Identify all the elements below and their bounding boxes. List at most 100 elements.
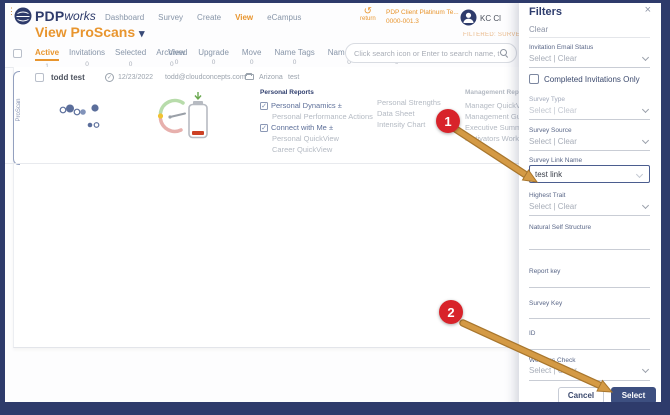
filters-panel: Filters × Clear Invitation Email Status … [519,0,661,415]
report-personal-performance-actions[interactable]: Personal Performance Actions [272,112,373,121]
search-icon[interactable] [500,49,508,57]
nav-dashboard[interactable]: Dashboard [105,13,145,22]
highest-trait-select[interactable]: Select | Clear [529,201,650,211]
row-checkbox[interactable] [35,73,44,82]
tab-active[interactable]: Active 1 [35,48,60,70]
id-label: ID [529,330,536,337]
logo-text-pdp: PDP [35,8,65,24]
survey-link-name-label: Survey Link Name [529,157,583,164]
user-name[interactable]: KC Cl [480,14,501,23]
divider [529,67,650,68]
survey-key-input[interactable] [529,318,650,319]
survey-source-label: Survey Source [529,127,572,134]
tab-archived[interactable]: Archived 0 [156,48,188,68]
nav-ecampus[interactable]: eCampus [267,13,302,22]
report-personal-strengths[interactable]: Personal Strengths [377,98,441,107]
select-all-checkbox[interactable] [13,49,22,58]
row-type-label: ProScan [16,98,22,122]
divider [529,380,650,381]
list-tabs: Active 1 Invitations 0 Selected 0 Archiv… [35,48,187,70]
invitation-email-status-label: Invitation Email Status [529,44,594,51]
report-motivators-worksheet[interactable]: Motivators Works [465,134,523,143]
toolbar-upgrade[interactable]: Upgrade 0 [198,48,229,66]
wellness-check-select[interactable]: Select | Clear [529,365,650,375]
checkbox-checked-icon: ✓ [260,101,268,110]
nav-create[interactable]: Create [197,13,222,22]
divider [529,119,650,120]
report-management-guide[interactable]: Management Guid [465,112,527,121]
report-intensity-chart[interactable]: Intensity Chart [377,120,426,129]
energy-gauge-icon [157,98,186,134]
person-icon [460,9,477,26]
tab-invitations[interactable]: Invitations 0 [69,48,106,68]
row-name[interactable]: todd test [51,73,85,82]
survey-link-name-value: test link [535,169,563,179]
page-title-dropdown[interactable]: View ProScans ▾ [35,24,145,40]
report-personal-dynamics[interactable]: ✓ Personal Dynamics ± [260,101,342,110]
natural-self-structure-input[interactable] [529,249,650,250]
folder-icon [245,72,254,80]
filtered-status-text: FILTERED: SURVE [463,32,520,38]
chevron-down-icon [641,136,650,145]
trait-dots-icon [59,104,100,128]
divider [529,37,650,38]
chevron-down-icon: ▾ [139,28,145,40]
management-reports-title: Management Reports [465,89,527,96]
tab-selected-count: 0 [128,61,133,68]
misc-reports-column: Personal Strengths Data Sheet Intensity … [377,97,441,130]
row-tag: test [288,74,300,81]
report-key-label: Report key [529,268,561,275]
survey-key-label: Survey Key [529,300,563,307]
close-icon[interactable]: × [644,4,651,16]
row-location: Arizona [259,74,283,81]
id-input[interactable] [529,349,650,350]
survey-type-select[interactable]: Select | Clear [529,105,650,115]
chevron-down-icon [635,170,644,178]
highest-trait-label: Highest Trait [529,192,566,199]
page-title: View ProScans [35,24,136,40]
toolbar-name-tags[interactable]: Name Tags 0 [274,48,315,66]
checkbox-icon [529,74,539,84]
pdpworks-logo[interactable]: PDP works [14,7,96,25]
wellness-check-label: Wellness Check [529,357,576,364]
tab-archived-count: 0 [169,61,174,68]
clear-filters-link[interactable]: Clear [529,25,549,34]
cancel-button[interactable]: Cancel [558,387,604,404]
survey-link-name-select[interactable]: test link [529,165,650,183]
report-career-quickview[interactable]: Career QuickView [272,145,333,154]
report-connect-with-me[interactable]: ✓ Connect with Me ± [260,123,334,132]
return-control[interactable]: ↺ return [360,6,376,23]
natural-self-structure-label: Natural Self Structure [529,224,592,231]
toolbar-view[interactable]: View 0 [168,48,186,66]
client-name: PDP Client Platinum Te... [386,9,459,16]
report-executive-summary[interactable]: Executive Summa [465,123,526,132]
toolbar-move[interactable]: Move 0 [241,48,262,66]
user-avatar[interactable] [460,9,477,31]
chevron-down-icon [641,365,650,374]
completed-invitations-only-checkbox[interactable]: Completed Invitations Only [529,74,640,84]
invitation-email-status-select[interactable]: Select | Clear [529,53,650,63]
select-button[interactable]: Select [611,387,656,404]
report-manager-quickview[interactable]: Manager QuickVie [465,101,527,110]
report-personal-quickview[interactable]: Personal QuickView [272,134,339,143]
report-data-sheet[interactable]: Data Sheet [377,109,415,118]
search-box [345,43,517,63]
filters-title: Filters [529,6,563,18]
checkbox-checked-icon: ✓ [260,123,268,132]
check-circle-icon: ✓ [105,73,114,82]
return-icon: ↺ [363,6,373,17]
search-input[interactable] [354,48,500,58]
chevron-down-icon [641,105,650,114]
nav-survey[interactable]: Survey [158,13,184,22]
survey-source-select[interactable]: Select | Clear [529,136,650,146]
personal-reports-title: Personal Reports [260,89,314,96]
return-label: return [360,16,376,22]
divider [529,150,650,151]
report-key-input[interactable] [529,287,650,288]
tab-selected[interactable]: Selected 0 [115,48,147,68]
divider [5,163,661,164]
nav-view[interactable]: View [235,13,254,22]
client-selector[interactable]: PDP Client Platinum Te... 0000-001.3 [386,8,459,26]
row-email: todd@cloudconcepts.com [165,74,246,81]
